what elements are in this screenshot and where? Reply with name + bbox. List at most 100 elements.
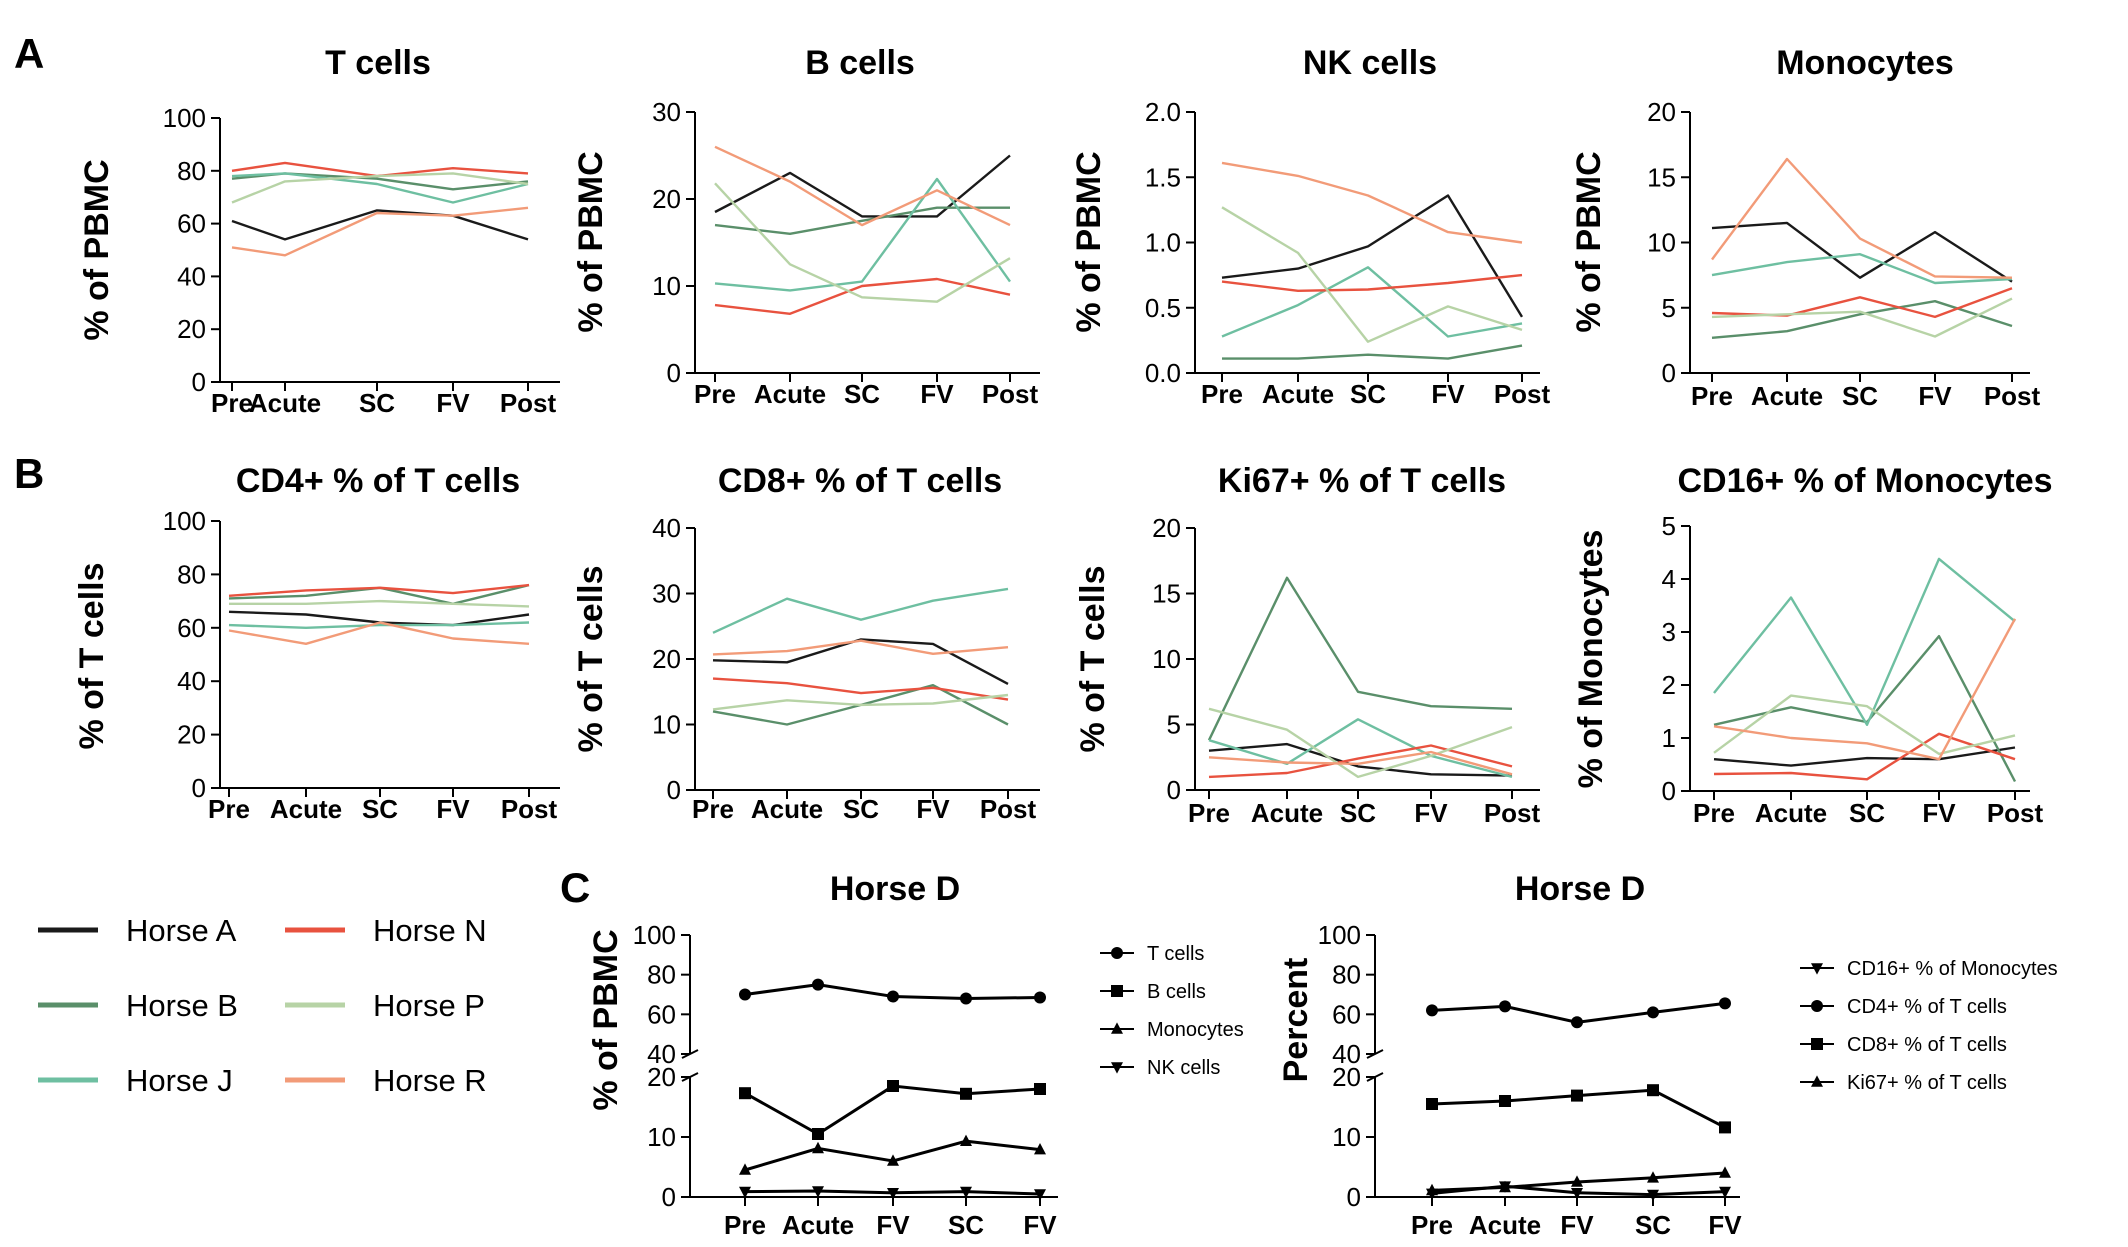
y-axis-label: % of T cells xyxy=(73,562,111,749)
y-tick-label: 1.5 xyxy=(1145,162,1181,192)
y-tick-label: 0 xyxy=(1662,776,1676,806)
series-line-horse-n xyxy=(1713,732,2016,781)
legend-marker-cd16-of-monocytes xyxy=(1811,963,1823,975)
data-point-b-cells xyxy=(887,1080,899,1092)
series-line-horse-p xyxy=(712,693,1009,711)
data-point-cd8-of-t-cells xyxy=(1719,1121,1731,1134)
y-tick-label: 20 xyxy=(652,184,681,214)
x-tick-label: Post xyxy=(982,379,1039,409)
y-tick-label: 100 xyxy=(163,103,206,133)
y-axis-label: % of PBMC xyxy=(1070,151,1108,332)
series-line-horse-a xyxy=(1713,746,2016,767)
x-tick-label: FV xyxy=(436,794,470,824)
chart-panel-7: Ki67+ % of T cells % of T cells 0 5 10 15 20 Pr… xyxy=(1074,462,1541,828)
y-tick-label: 80 xyxy=(647,960,676,990)
data-point-cd8-of-t-cells xyxy=(1426,1098,1438,1110)
y-tick-label: 20 xyxy=(177,720,206,750)
chart-title: NK cells xyxy=(1303,44,1437,82)
y-tick-label: 60 xyxy=(177,209,206,239)
data-point-b-cells xyxy=(812,1128,824,1140)
data-point-t-cells xyxy=(1034,991,1046,1004)
y-tick-label: 40 xyxy=(652,513,681,543)
x-tick-label: FV xyxy=(1708,1210,1742,1240)
y-tick-label: 15 xyxy=(1647,162,1676,192)
x-tick-label: FV xyxy=(436,388,470,418)
chart-title: CD16+ % of Monocytes xyxy=(1677,462,2052,500)
data-point-nk-cells xyxy=(1034,1189,1046,1201)
y-tick-label: 60 xyxy=(1332,999,1361,1029)
y-tick-label: 80 xyxy=(177,559,206,589)
data-point-cd8-of-t-cells xyxy=(1647,1084,1659,1097)
x-tick-label: Acute xyxy=(1262,379,1334,409)
chart-title: Monocytes xyxy=(1776,44,1954,82)
y-tick-label: 10 xyxy=(1152,644,1181,674)
data-point-t-cells xyxy=(887,990,899,1003)
x-tick-label: Pre xyxy=(1693,798,1735,828)
y-tick-label: 2 xyxy=(1662,670,1676,700)
y-tick-label: 0 xyxy=(667,358,681,388)
y-tick-label: 20 xyxy=(1152,513,1181,543)
series-line-horse-p xyxy=(1711,297,2013,338)
y-tick-label: 15 xyxy=(1152,579,1181,609)
y-tick-label: 20 xyxy=(652,644,681,674)
x-tick-label: FV xyxy=(1414,798,1448,828)
panel-label-c: C xyxy=(560,864,590,911)
x-tick-label: FV xyxy=(1431,379,1465,409)
data-point-cd8-of-t-cells xyxy=(1499,1095,1511,1107)
y-tick-label: 100 xyxy=(163,506,206,536)
y-tick-label: 20 xyxy=(647,1062,676,1092)
y-tick-label: 60 xyxy=(647,999,676,1029)
y-tick-label: 0 xyxy=(192,773,206,803)
legend-label-horse-j: Horse J xyxy=(126,1063,233,1098)
legend-marker-cd4-of-t-cells xyxy=(1811,1000,1823,1012)
data-point-ki67-of-t-cells xyxy=(1647,1171,1659,1183)
chart-title: Ki67+ % of T cells xyxy=(1218,462,1506,500)
y-tick-label: 20 xyxy=(1647,97,1676,127)
x-tick-label: Pre xyxy=(1411,1210,1453,1240)
series-line-horse-a xyxy=(1208,742,1513,777)
x-tick-label: Pre xyxy=(694,379,736,409)
data-point-t-cells xyxy=(739,988,751,1001)
x-tick-label: Post xyxy=(501,794,558,824)
data-point-monocytes xyxy=(739,1163,751,1175)
y-tick-label: 0 xyxy=(667,775,681,805)
x-tick-label: FV xyxy=(1922,798,1956,828)
y-axis-label: % of PBMC xyxy=(1570,151,1608,332)
data-point-ki67-of-t-cells xyxy=(1499,1180,1511,1193)
data-point-cd4-of-t-cells xyxy=(1499,1000,1511,1013)
legend-label-horse-a: Horse A xyxy=(126,913,237,948)
legend-label-nk-cells: NK cells xyxy=(1147,1057,1220,1079)
x-tick-label: SC xyxy=(1849,798,1885,828)
data-point-monocytes xyxy=(887,1154,899,1166)
y-tick-label: 3 xyxy=(1662,617,1676,647)
series-line-horse-p xyxy=(714,182,1011,303)
x-tick-label: Post xyxy=(500,388,557,418)
series-line-horse-a xyxy=(714,154,1011,218)
chart-title: T cells xyxy=(325,44,431,82)
x-tick-label: Acute xyxy=(1251,798,1323,828)
x-tick-label: FV xyxy=(876,1210,910,1240)
data-point-cd16-of-monocytes xyxy=(1647,1189,1659,1202)
data-point-ki67-of-t-cells xyxy=(1719,1166,1731,1178)
y-tick-label: 40 xyxy=(1332,1039,1361,1069)
chart-title: CD8+ % of T cells xyxy=(718,462,1002,500)
y-tick-label: 4 xyxy=(1662,564,1676,594)
x-tick-label: FV xyxy=(1023,1210,1057,1240)
y-tick-label: 1.0 xyxy=(1145,228,1181,258)
y-tick-label: 0 xyxy=(1662,358,1676,388)
data-point-nk-cells xyxy=(812,1186,824,1198)
series-line-horse-p xyxy=(231,172,529,204)
x-tick-label: FV xyxy=(1560,1210,1594,1240)
y-tick-label: 100 xyxy=(633,920,676,950)
x-tick-label: Pre xyxy=(211,388,253,418)
series-line-horse-a xyxy=(712,638,1009,685)
legend-label-t-cells: T cells xyxy=(1147,943,1204,965)
legend-label-monocytes: Monocytes xyxy=(1147,1019,1244,1041)
data-point-cd4-of-t-cells xyxy=(1719,997,1731,1010)
series-line-horse-p xyxy=(1713,694,2016,756)
x-tick-label: FV xyxy=(1918,381,1952,411)
y-axis-label: % of T cells xyxy=(1074,565,1112,752)
data-point-nk-cells xyxy=(960,1186,972,1199)
